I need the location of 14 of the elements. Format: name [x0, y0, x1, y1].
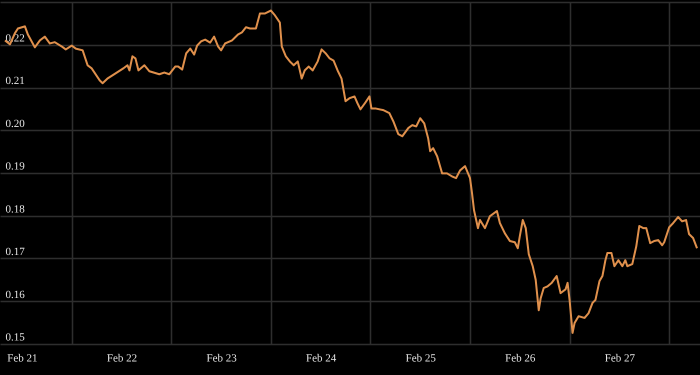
x-tick-label: Feb 24 — [306, 352, 337, 364]
y-tick-label: 0.20 — [6, 118, 26, 130]
y-tick-label: 0.16 — [6, 288, 26, 301]
x-tick-label: Feb 26 — [505, 352, 536, 364]
x-tick-label: Feb 22 — [106, 352, 138, 364]
x-tick-label: Feb 21 — [7, 352, 38, 364]
y-tick-label: 0.19 — [6, 160, 26, 172]
y-tick-label: 0.18 — [6, 203, 26, 216]
x-tick-label: Feb 25 — [406, 352, 436, 364]
y-tick-label: 0.15 — [6, 332, 26, 344]
y-tick-label: 0.21 — [6, 75, 25, 87]
x-tick-label: Feb 23 — [206, 352, 238, 364]
y-tick-label: 0.17 — [6, 246, 26, 258]
x-tick-label: Feb 27 — [604, 352, 636, 364]
